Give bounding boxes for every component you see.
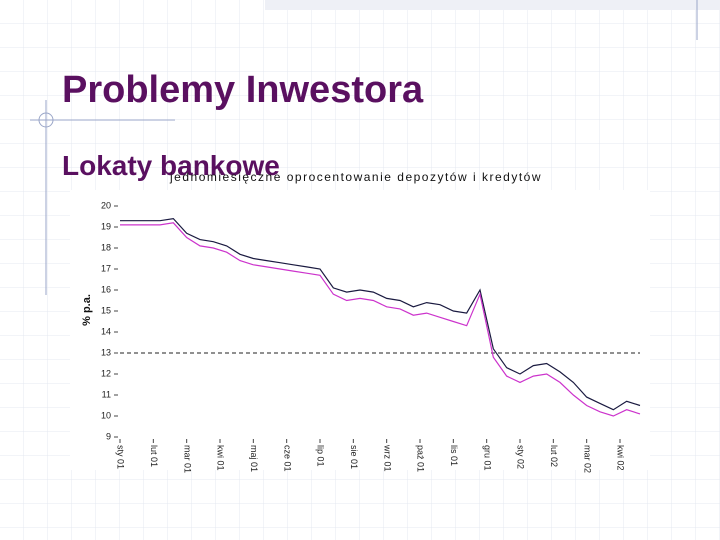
y-tick-label: 13 bbox=[101, 347, 111, 357]
slide-subtitle: Lokaty bankowe bbox=[62, 150, 280, 181]
y-tick-label: 18 bbox=[101, 242, 111, 252]
x-tick-label: kwi 02 bbox=[616, 445, 626, 471]
x-tick-label: kwi 01 bbox=[216, 445, 226, 471]
x-tick-label: sty 01 bbox=[116, 445, 126, 469]
decor-circle bbox=[38, 112, 54, 128]
series-line bbox=[120, 222, 641, 417]
x-tick-label: sty 02 bbox=[516, 445, 526, 469]
y-tick-label: 12 bbox=[101, 368, 111, 378]
x-tick-label: wrz 01 bbox=[382, 444, 392, 472]
y-tick-label: 15 bbox=[101, 305, 111, 315]
slide-title: Problemy Inwestora bbox=[62, 69, 424, 111]
x-tick-label: maj 01 bbox=[249, 445, 259, 472]
y-tick-label: 17 bbox=[101, 263, 111, 273]
y-tick-label: 20 bbox=[101, 200, 111, 210]
decor-band bbox=[265, 0, 720, 10]
x-tick-label: mar 01 bbox=[182, 445, 192, 473]
x-tick-label: lut 02 bbox=[549, 445, 559, 467]
x-tick-label: lut 01 bbox=[149, 445, 159, 467]
y-tick-label: 9 bbox=[106, 431, 111, 441]
y-tick-label: 16 bbox=[101, 284, 111, 294]
x-tick-label: paź 01 bbox=[416, 445, 426, 472]
x-tick-label: sie 01 bbox=[349, 445, 359, 469]
x-tick-label: lis 01 bbox=[449, 445, 459, 466]
x-tick-label: mar 02 bbox=[582, 445, 592, 473]
series-line bbox=[120, 217, 641, 411]
y-tick-label: 11 bbox=[102, 389, 111, 399]
chart-title: jednomiesięczne oprocentowanie depozytów… bbox=[169, 170, 542, 184]
x-tick-label: gru 01 bbox=[482, 445, 492, 471]
x-tick-label: cze 01 bbox=[282, 445, 292, 472]
y-tick-label: 14 bbox=[101, 326, 111, 336]
y-tick-label: 10 bbox=[101, 410, 111, 420]
y-axis-label: % p.a. bbox=[81, 294, 93, 326]
x-tick-label: lip 01 bbox=[316, 445, 326, 467]
y-tick-label: 19 bbox=[101, 221, 111, 231]
chart-area bbox=[70, 190, 650, 470]
